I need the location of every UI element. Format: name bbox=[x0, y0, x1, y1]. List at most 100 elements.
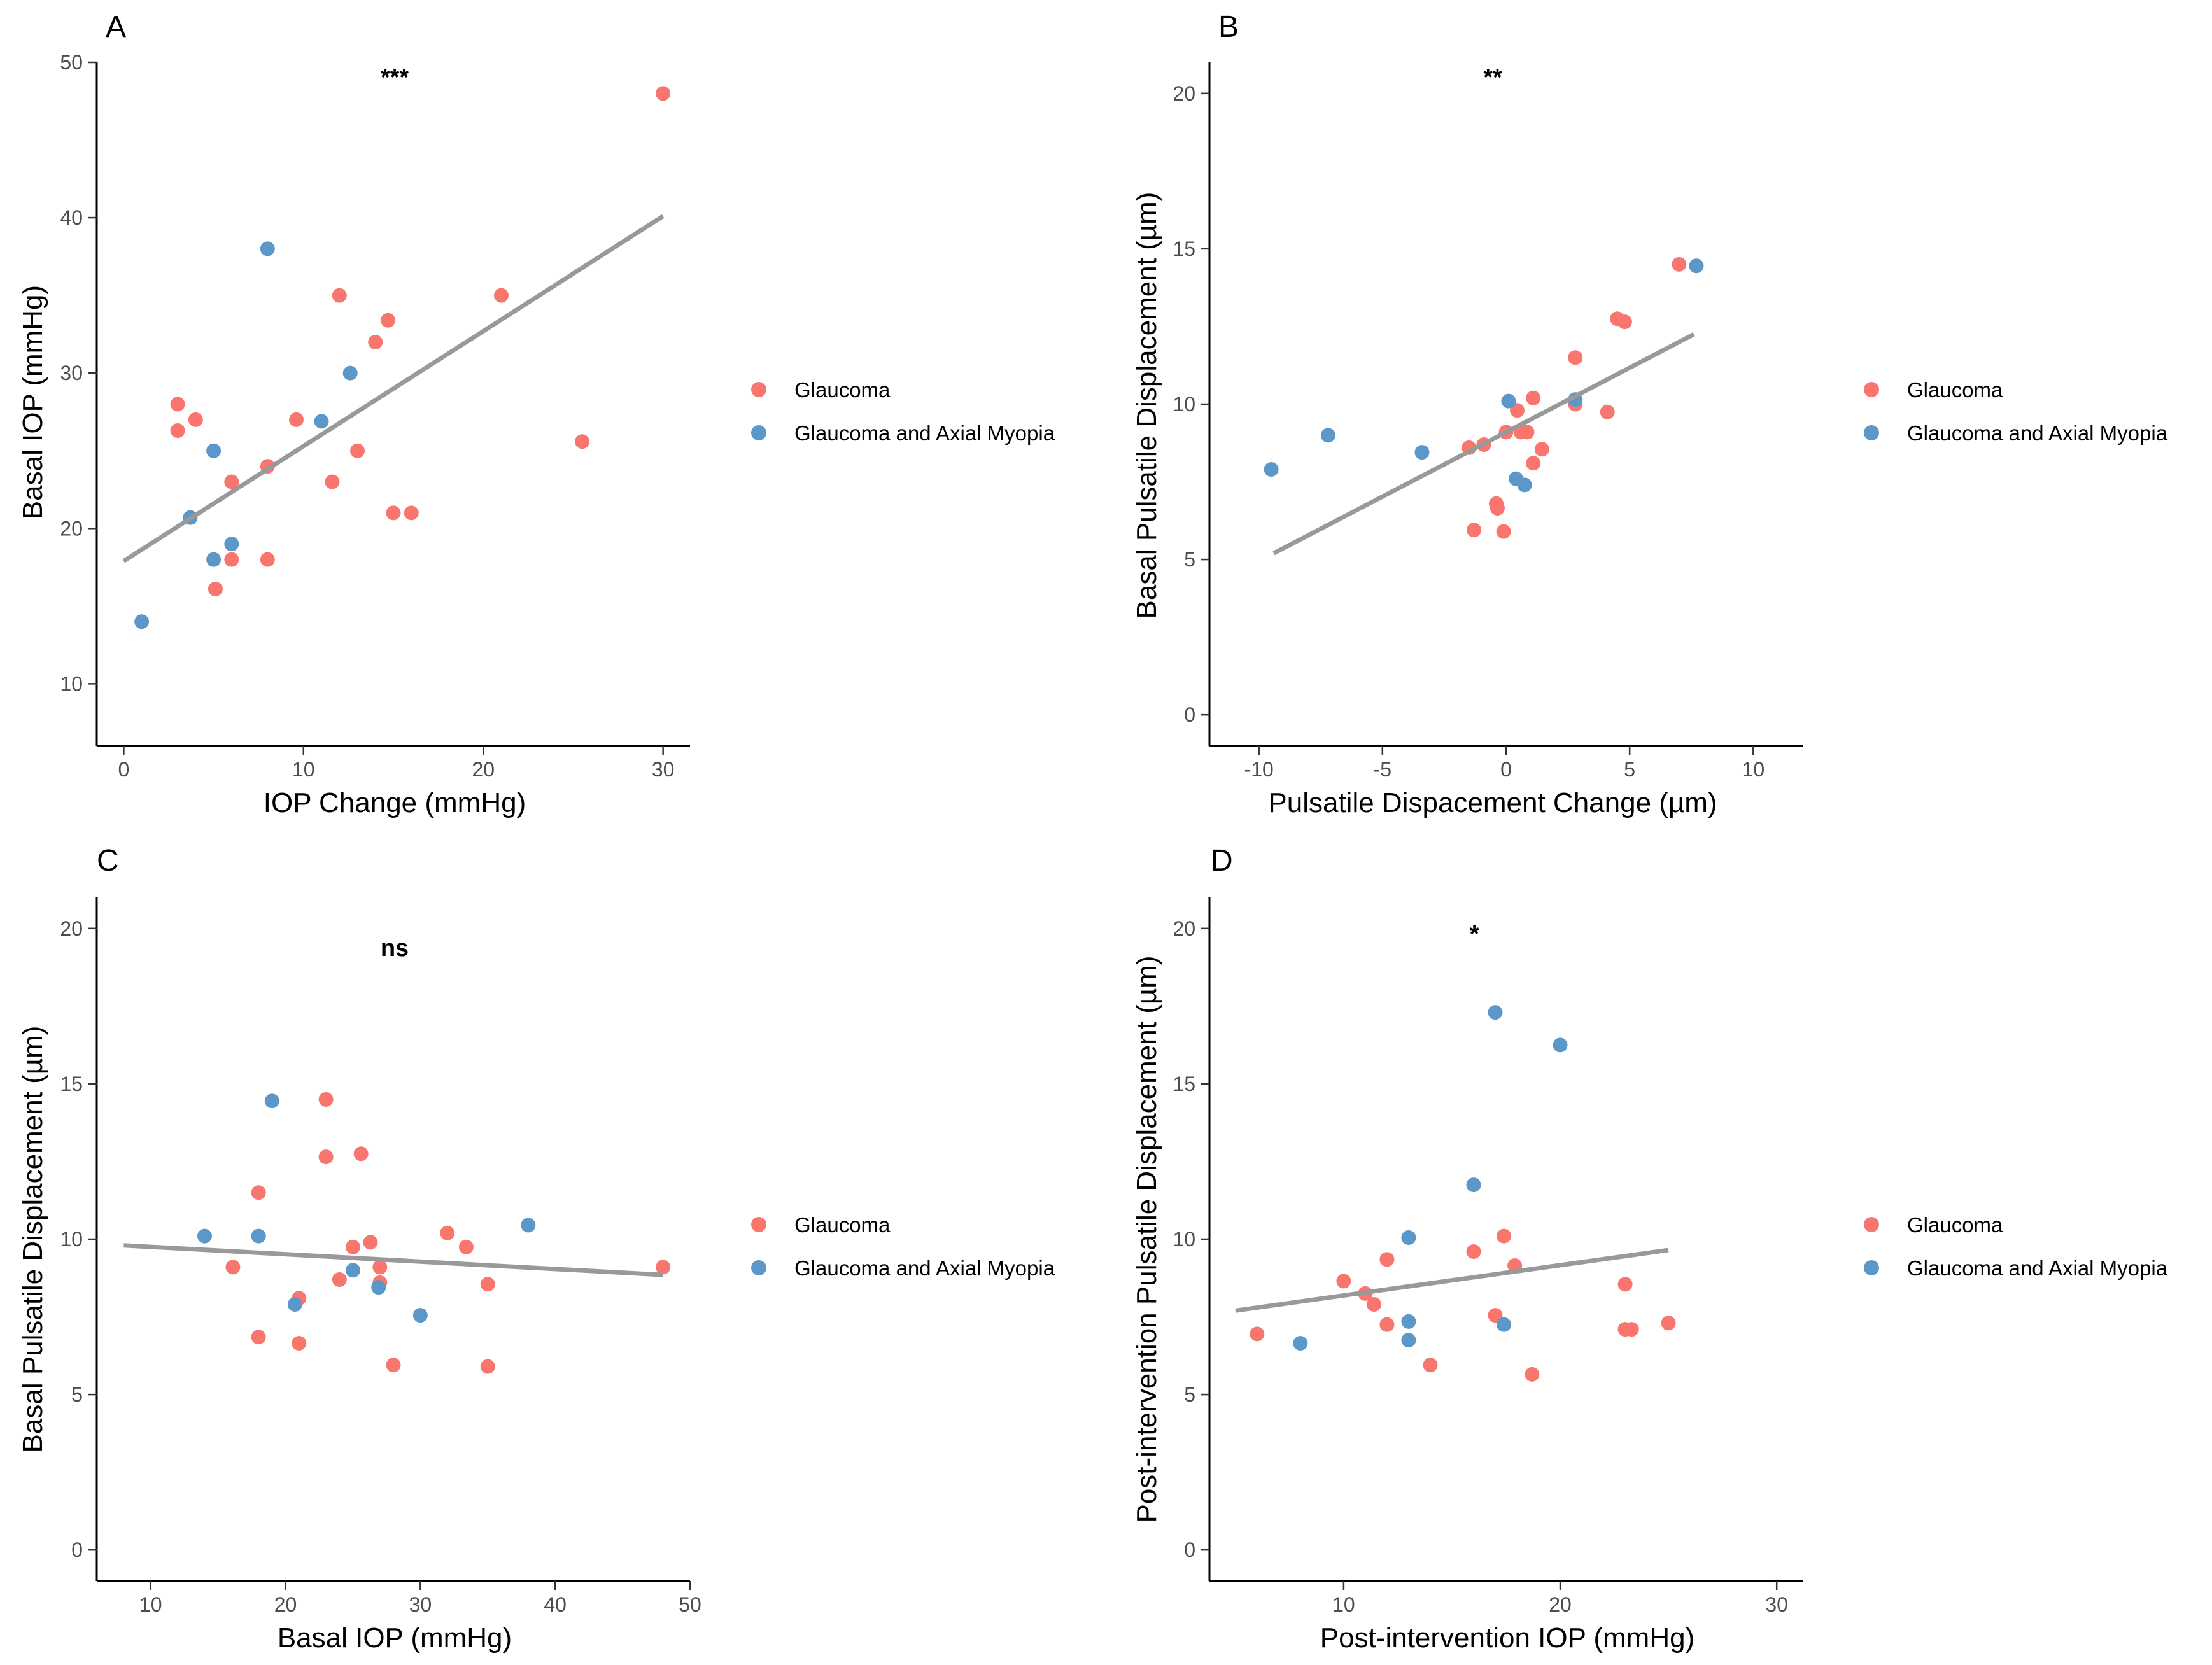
panel-d-regression-line bbox=[1235, 1247, 1669, 1313]
panel-a-point-glaucoma bbox=[325, 474, 340, 489]
panel-d-point-glaucoma bbox=[1423, 1358, 1438, 1373]
panel-d-point-axial-myopia bbox=[1497, 1317, 1512, 1332]
panel-c-point-axial-myopia bbox=[412, 1308, 428, 1323]
panel-d-x-tick-label: 30 bbox=[1765, 1593, 1788, 1616]
panel-d-legend-label-glaucoma: Glaucoma bbox=[1907, 1213, 2003, 1237]
panel-a-point-glaucoma bbox=[368, 334, 383, 349]
panel-c-y-tick-label: 20 bbox=[60, 917, 83, 940]
panel-b-point-axial-myopia bbox=[1501, 393, 1516, 409]
panel-d-point-glaucoma bbox=[1379, 1317, 1395, 1332]
panel-c-point-axial-myopia bbox=[197, 1228, 212, 1244]
panel-c-point-glaucoma bbox=[251, 1330, 266, 1345]
panel-c-point-glaucoma bbox=[458, 1239, 474, 1254]
panel-b-letter: B bbox=[1218, 10, 1239, 44]
panel-d-significance: * bbox=[1470, 921, 1479, 948]
panel-c-point-axial-myopia bbox=[371, 1280, 386, 1295]
panel-d-point-axial-myopia bbox=[1553, 1037, 1568, 1053]
panel-c-point-glaucoma bbox=[440, 1225, 455, 1240]
panel-b-point-glaucoma bbox=[1490, 501, 1505, 516]
panel-b-x-tick-label: -10 bbox=[1244, 758, 1274, 781]
panel-b-y-tick-label: 15 bbox=[1173, 237, 1195, 260]
panel-d-y-tick-label: 20 bbox=[1173, 917, 1195, 940]
panel-d-point-axial-myopia bbox=[1293, 1336, 1308, 1351]
panel-c-y-tick-label: 10 bbox=[60, 1228, 83, 1251]
panel-a-x-axis-title: IOP Change (mmHg) bbox=[264, 787, 526, 818]
panel-a-y-axis-title: Basal IOP (mmHg) bbox=[17, 285, 48, 519]
panel-d-x-tick-label: 10 bbox=[1332, 1593, 1355, 1616]
panel-a-y-tick-label: 30 bbox=[60, 362, 83, 384]
panel-a-x-tick-label: 10 bbox=[292, 758, 315, 781]
panel-c-x-tick-label: 40 bbox=[544, 1593, 567, 1616]
panel-b-point-axial-myopia bbox=[1264, 462, 1279, 477]
panel-d-point-glaucoma bbox=[1497, 1228, 1512, 1244]
panel-c-legend: Glaucoma Glaucoma and Axial Myopia bbox=[751, 1213, 1055, 1280]
panel-b-point-axial-myopia bbox=[1414, 445, 1430, 460]
panel-a-point-glaucoma bbox=[188, 412, 203, 427]
panel-a-significance: *** bbox=[381, 64, 409, 91]
panel-b-legend-key-glaucoma bbox=[1864, 382, 1879, 397]
panel-a-point-glaucoma bbox=[224, 474, 239, 489]
panel-b-point-glaucoma bbox=[1526, 390, 1541, 405]
panel-b-x-tick-label: -5 bbox=[1374, 758, 1391, 781]
panel-d-point-axial-myopia bbox=[1488, 1005, 1503, 1020]
panel-d-y-axis-title: Post-intervention Pulsatile Displacement… bbox=[1131, 955, 1162, 1522]
panel-c-x-tick-label: 50 bbox=[679, 1593, 701, 1616]
panel-a-point-axial-myopia bbox=[224, 537, 239, 552]
panel-c-point-axial-myopia bbox=[264, 1093, 279, 1109]
panel-b-point-glaucoma bbox=[1568, 350, 1583, 365]
panel-c-significance: ns bbox=[381, 935, 409, 962]
panel-d-point-glaucoma bbox=[1624, 1322, 1639, 1337]
panel-a-y-tick-label: 40 bbox=[60, 206, 83, 229]
panel-d: D * Post-intervention IOP (mmHg) Post-in… bbox=[1131, 844, 2168, 1654]
panel-c-legend-label-glaucoma: Glaucoma bbox=[794, 1213, 891, 1237]
panel-a-point-axial-myopia bbox=[342, 365, 358, 381]
panel-a-y-tick-label: 20 bbox=[60, 517, 83, 540]
panel-b-point-axial-myopia bbox=[1320, 428, 1335, 443]
panel-c-y-tick-label: 5 bbox=[71, 1383, 83, 1406]
panel-a-y-tick-label: 50 bbox=[60, 51, 83, 74]
panel-d-point-glaucoma bbox=[1379, 1252, 1395, 1267]
panel-d-legend-key-glaucoma bbox=[1864, 1217, 1879, 1232]
panel-c-point-axial-myopia bbox=[287, 1297, 302, 1312]
panel-c-point-glaucoma bbox=[292, 1336, 307, 1351]
panel-b-y-tick-label: 10 bbox=[1173, 393, 1195, 416]
panel-a-point-glaucoma bbox=[381, 313, 396, 328]
panel-c-y-tick-label: 15 bbox=[60, 1072, 83, 1095]
panel-a-point-axial-myopia bbox=[260, 241, 275, 256]
panel-b-point-glaucoma bbox=[1617, 314, 1632, 330]
panel-d-y-tick-label: 15 bbox=[1173, 1072, 1195, 1095]
panel-b-point-axial-myopia bbox=[1689, 258, 1704, 274]
panel-d-point-glaucoma bbox=[1466, 1244, 1481, 1260]
panel-b-point-axial-myopia bbox=[1517, 477, 1532, 493]
panel-c-point-glaucoma bbox=[332, 1272, 347, 1287]
panel-c-point-glaucoma bbox=[480, 1277, 495, 1292]
panel-c-point-axial-myopia bbox=[251, 1228, 266, 1244]
panel-a-point-glaucoma bbox=[288, 412, 304, 427]
panel-d-x-tick-label: 20 bbox=[1549, 1593, 1572, 1616]
panel-b-legend: Glaucoma Glaucoma and Axial Myopia bbox=[1864, 378, 2168, 445]
panel-a-point-glaucoma bbox=[493, 288, 509, 303]
panel-a-point-glaucoma bbox=[208, 581, 223, 596]
panel-b-point-glaucoma bbox=[1519, 425, 1535, 440]
panel-a-point-axial-myopia bbox=[206, 443, 222, 458]
panel-c-legend-key-glaucoma bbox=[751, 1217, 766, 1232]
panel-b-legend-key-axial-myopia bbox=[1864, 425, 1879, 440]
panel-a-legend-label-glaucoma: Glaucoma bbox=[794, 378, 891, 402]
panel-b-point-glaucoma bbox=[1600, 404, 1615, 419]
panel-c-legend-key-axial-myopia bbox=[751, 1260, 766, 1275]
panel-d-legend-key-axial-myopia bbox=[1864, 1260, 1879, 1275]
panel-a-y-tick-label: 10 bbox=[60, 672, 83, 695]
panel-c-x-tick-label: 10 bbox=[139, 1593, 162, 1616]
panel-b-point-glaucoma bbox=[1534, 442, 1549, 457]
panel-d-point-glaucoma bbox=[1525, 1366, 1540, 1382]
panel-b-point-glaucoma bbox=[1509, 403, 1525, 418]
panel-d-letter: D bbox=[1211, 844, 1233, 878]
panel-b-y-tick-label: 20 bbox=[1173, 82, 1195, 105]
panel-a: A *** IOP Change (mmHg) Basal IOP (mmHg)… bbox=[17, 10, 1055, 818]
panel-c-regression-line bbox=[123, 1243, 663, 1277]
panel-b-point-glaucoma bbox=[1526, 456, 1541, 471]
panel-a-point-glaucoma bbox=[575, 434, 590, 449]
panel-c-x-tick-label: 30 bbox=[409, 1593, 432, 1616]
panel-d-x-axis-title: Post-intervention IOP (mmHg) bbox=[1320, 1622, 1694, 1654]
panel-a-regression-line bbox=[122, 214, 665, 563]
